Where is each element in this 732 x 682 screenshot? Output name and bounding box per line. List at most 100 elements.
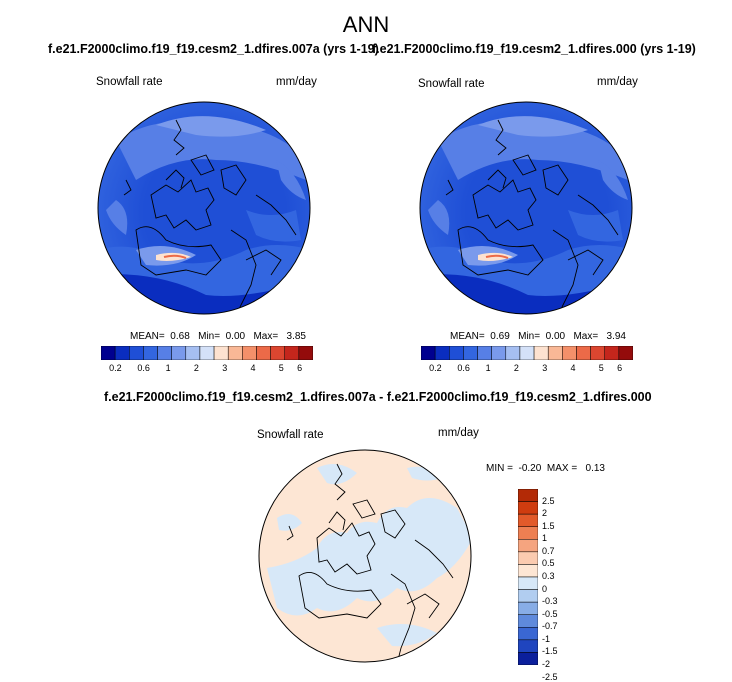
panel-1-max-value: 3.85 xyxy=(286,331,306,342)
panel-2-colorbar-swatch xyxy=(477,345,492,361)
panel-2-min-value: 0.00 xyxy=(545,331,566,342)
panel-1-colorbar-swatch xyxy=(114,345,130,361)
panel-1-colorbar-swatch xyxy=(100,345,116,361)
diff-panel-stats: MIN = -0.20 MAX = 0.13 xyxy=(486,463,605,474)
diff-colorbar-tick-label: -1 xyxy=(542,633,551,644)
panel-2-mean-value: 0.69 xyxy=(490,331,510,342)
diff-panel-polar-map xyxy=(258,449,472,663)
diff-colorbar-swatch xyxy=(517,551,539,565)
panel-2-min-label: Min= xyxy=(518,331,541,342)
diff-colorbar-swatches xyxy=(517,488,539,666)
panel-1-colorbar xyxy=(100,345,314,365)
diff-colorbar-swatch xyxy=(517,576,539,590)
panel-1-colorbar-swatch xyxy=(157,345,172,361)
main-title: ANN xyxy=(342,12,390,37)
diff-colorbar-swatch xyxy=(517,589,539,603)
diff-colorbar-swatch xyxy=(517,639,539,653)
panel-1-polar-map xyxy=(97,101,311,315)
diff-panel-units-label: mm/day xyxy=(438,427,479,439)
panel-1-colorbar-swatch xyxy=(199,345,215,361)
panel-1-mean-label: MEAN= xyxy=(130,331,165,342)
diff-colorbar-tick-label: -0.3 xyxy=(542,596,558,607)
panel-1-colorbar-swatch xyxy=(227,345,243,361)
diff-colorbar-swatch xyxy=(517,488,539,502)
diff-colorbar-tick-label: 0.5 xyxy=(542,558,555,569)
diff-colorbar-ticks: 2.5 2 1.5 1 0.7 0.5 0.3 0 -0.3 -0.5 -0.7 -1 -1.5 -2 -2… xyxy=(540,489,580,682)
panel-1-colorbar-tick-label: 2 xyxy=(193,363,199,373)
panel-2-stats: MEAN= 0.69 Min= 0.00 Max= 3.94 xyxy=(450,331,626,342)
panel-1-mean-value: 0.68 xyxy=(170,331,190,342)
panel-2-variable-label: Snowfall rate xyxy=(418,78,485,90)
panel-2-polar-map xyxy=(419,101,633,315)
panel-1-colorbar-swatch xyxy=(256,345,271,361)
diff-colorbar-tick-label: 2.5 xyxy=(542,495,555,506)
panel-2-colorbar-tick-label: 4 xyxy=(570,363,576,373)
panel-1-colorbar-swatch xyxy=(298,345,314,361)
panel-2-colorbar-tick-label: 0.6 xyxy=(457,363,470,373)
panel-2-colorbar-swatch xyxy=(463,345,478,361)
diff-colorbar-swatch xyxy=(517,513,539,527)
panel-2-max-label: Max= xyxy=(573,331,599,342)
diff-colorbar-swatch xyxy=(517,526,539,540)
diff-colorbar-tick-label: 0.7 xyxy=(542,545,555,556)
panel-2-colorbar-swatch xyxy=(491,345,507,361)
panel-1-colorbar-swatch xyxy=(284,345,300,361)
panel-2-colorbar-swatch xyxy=(449,345,464,361)
panel-1-units-label: mm/day xyxy=(276,76,317,88)
panel-2-colorbar-tick-label: 0.2 xyxy=(429,363,442,373)
panel-2-colorbar-tick-label: 5 xyxy=(598,363,604,373)
panel-2-colorbar xyxy=(420,345,634,365)
panel-1-colorbar-swatch xyxy=(242,345,257,361)
diff-colorbar-tick-label: 2 xyxy=(542,508,548,519)
panel-2-colorbar-swatches xyxy=(420,345,634,361)
panel-2-max-value: 3.94 xyxy=(606,331,626,342)
diff-colorbar-tick-label: 0.3 xyxy=(542,571,555,581)
diff-colorbar-swatch xyxy=(517,564,539,578)
panel-1-colorbar-tick-label: 4 xyxy=(250,363,256,373)
diff-colorbar-swatch xyxy=(517,501,539,515)
panel-2-colorbar-swatch xyxy=(434,345,450,361)
diff-colorbar-tick-label: -0.7 xyxy=(542,621,558,632)
diff-colorbar-tick-label: 0 xyxy=(542,583,548,594)
panel-1-stats: MEAN= 0.68 Min= 0.00 Max= 3.85 xyxy=(130,331,306,342)
panel-1-colorbar-tick-label: 6 xyxy=(297,363,303,373)
diff-panel-title: f.e21.F2000climo.f19_f19.cesm2_1.dfires.… xyxy=(104,390,652,404)
panel-2-case-title: f.e21.F2000climo.f19_f19.cesm2_1.dfires.… xyxy=(372,42,696,56)
panel-2-colorbar-tick-label: 3 xyxy=(542,363,548,373)
diff-colorbar-swatch xyxy=(517,652,539,666)
panel-1-colorbar-swatch xyxy=(270,345,285,361)
panel-2-colorbar-tick-label: 2 xyxy=(513,363,519,373)
panel-1-min-value: 0.00 xyxy=(225,331,246,342)
panel-2-colorbar-swatch xyxy=(590,345,605,361)
panel-1-colorbar-ticks: 0.2 0.6 1 2 3 4 5 6 xyxy=(101,363,321,375)
panel-2-units-label: mm/day xyxy=(597,76,638,88)
diff-colorbar-tick-label: -1.5 xyxy=(542,646,558,657)
panel-1-colorbar-swatch xyxy=(129,345,144,361)
diff-colorbar-tick-label: 1.5 xyxy=(542,520,555,531)
panel-2-colorbar-ticks: 0.2 0.6 1 2 3 4 5 6 xyxy=(421,363,641,375)
panel-1-colorbar-swatch xyxy=(171,345,187,361)
panel-2-colorbar-swatch xyxy=(604,345,620,361)
diff-colorbar-tick-label: -2 xyxy=(542,659,551,669)
panel-2-colorbar-swatch xyxy=(562,345,577,361)
diff-colorbar-tick-label: -2.5 xyxy=(542,671,558,682)
panel-1-colorbar-swatch xyxy=(213,345,229,361)
panel-1-colorbar-tick-label: 5 xyxy=(278,363,284,373)
diff-colorbar xyxy=(517,488,539,670)
panel-2-mean-label: MEAN= xyxy=(450,331,485,342)
panel-2-colorbar-swatch xyxy=(547,345,563,361)
diff-min-label: MIN = xyxy=(486,463,513,474)
diff-colorbar-swatch xyxy=(517,627,539,641)
panel-1-colorbar-swatches xyxy=(100,345,314,361)
diff-colorbar-tick-label: 1 xyxy=(542,533,548,544)
panel-2-colorbar-tick-label: 6 xyxy=(617,363,623,373)
diff-panel-variable-label: Snowfall rate xyxy=(257,429,324,441)
panel-2-colorbar-swatch xyxy=(505,345,521,361)
panel-2-colorbar-swatch xyxy=(519,345,535,361)
panel-1-colorbar-tick-label: 1 xyxy=(165,363,171,373)
panel-1-colorbar-swatch xyxy=(185,345,201,361)
panel-1-max-label: Max= xyxy=(253,331,279,342)
diff-colorbar-tick-label: -0.5 xyxy=(542,608,558,619)
panel-1-min-label: Min= xyxy=(198,331,221,342)
panel-1-colorbar-tick-label: 0.6 xyxy=(137,363,150,373)
